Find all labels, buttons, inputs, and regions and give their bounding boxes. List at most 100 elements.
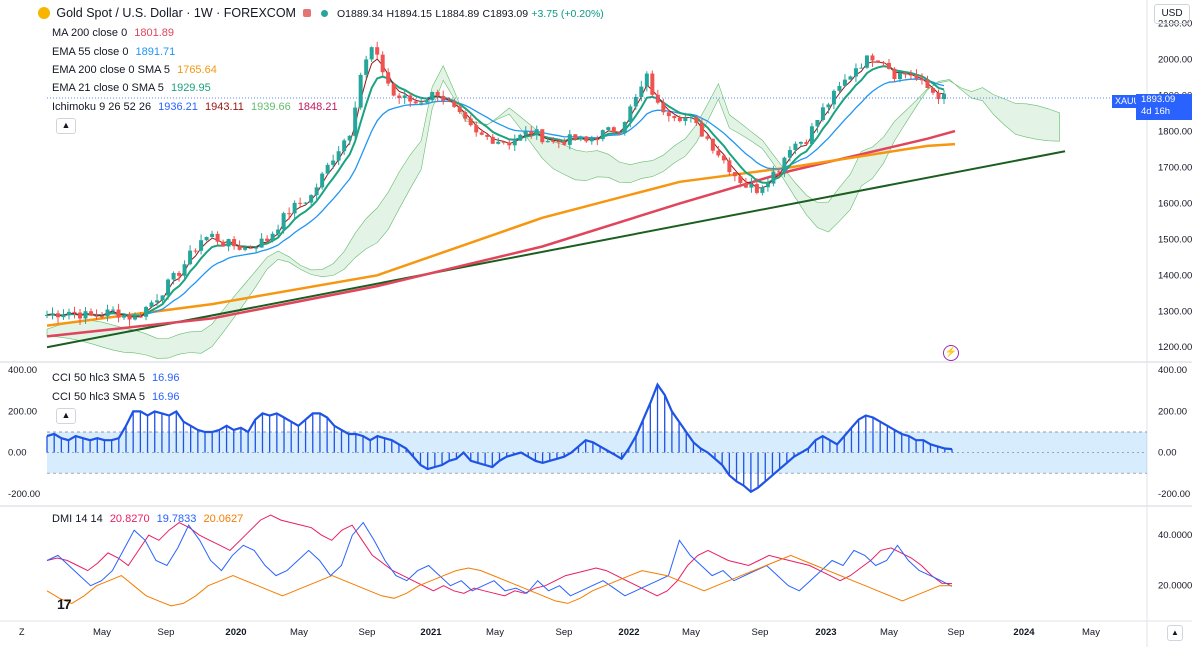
candle-body <box>78 312 83 319</box>
candle-body <box>727 160 732 173</box>
candle-body <box>171 272 176 280</box>
legend-ma200[interactable]: MA 200 close 0 1801.89 <box>52 26 178 40</box>
candle-body <box>699 122 704 137</box>
candle-body <box>798 141 803 144</box>
collapse-legend-button[interactable]: ▲ <box>56 118 76 134</box>
candle-body <box>457 106 462 113</box>
ohlc-change: +3.75 (+0.20%) <box>531 8 604 20</box>
candle-body <box>204 236 209 241</box>
lightning-icon[interactable]: ⚡ <box>943 345 959 361</box>
ohlc-close: C1893.09 <box>482 8 529 20</box>
candle-body <box>309 195 314 203</box>
candle-body <box>518 134 523 141</box>
candle-body <box>875 60 880 63</box>
timezone-button[interactable]: Z <box>19 627 25 637</box>
candle-body <box>941 93 946 100</box>
candle-body <box>391 83 396 96</box>
legend-ema21[interactable]: EMA 21 close 0 SMA 5 1929.95 <box>52 81 215 95</box>
cci-line <box>46 382 953 494</box>
legend-cci-2[interactable]: CCI 50 hlc3 SMA 5 16.96 <box>52 390 184 404</box>
candle-body <box>765 183 770 188</box>
candle-body <box>925 80 930 89</box>
last-price-value: 1893.09 <box>1141 94 1176 105</box>
currency-button[interactable]: USD <box>1154 4 1190 24</box>
cci-left-tick-label: 400.00 <box>8 365 37 376</box>
legend-ema55[interactable]: EMA 55 close 0 1891.71 <box>52 45 179 59</box>
candle-body <box>688 117 693 119</box>
ema200-line <box>46 142 956 327</box>
candle-body <box>903 72 908 75</box>
ichimoku-cloud <box>46 65 1060 359</box>
candle-body <box>633 96 638 107</box>
candle-body <box>534 129 539 134</box>
candle-body <box>358 74 363 108</box>
candle-body <box>386 72 391 84</box>
candle-body <box>298 202 303 204</box>
candle-body <box>45 314 49 316</box>
candle-body <box>540 129 545 143</box>
main-price-pane <box>45 41 1147 359</box>
candle-body <box>336 151 341 161</box>
symbol-flag-icon[interactable] <box>303 9 312 17</box>
legend-ma200-value: 1801.89 <box>134 27 175 39</box>
candle-body <box>474 125 479 133</box>
candle-body <box>721 155 726 161</box>
candle-body <box>611 127 616 133</box>
candle-body <box>842 79 847 86</box>
time-tick-label: Sep <box>359 627 376 638</box>
candle-body <box>67 311 72 315</box>
legend-ema200[interactable]: EMA 200 close 0 SMA 5 1765.64 <box>52 63 221 77</box>
candle-body <box>452 101 457 107</box>
candle-body <box>908 74 913 76</box>
ema21-line <box>46 65 945 318</box>
time-tick-label: 2021 <box>420 627 442 638</box>
market-status-icon <box>320 10 328 17</box>
candle-body <box>914 75 919 79</box>
candle-body <box>683 117 688 122</box>
candle-body <box>83 311 88 319</box>
candle-body <box>397 95 402 98</box>
candle-body <box>232 239 237 247</box>
collapse-cci-legend-button[interactable]: ▲ <box>56 408 76 424</box>
legend-ema21-value: 1929.95 <box>170 82 211 94</box>
tradingview-logo[interactable]: 17 <box>57 596 72 612</box>
symbol-title[interactable]: Gold Spot / U.S. Dollar · 1W · FOREXCOM <box>56 6 296 20</box>
candle-body <box>430 91 435 101</box>
candle-body <box>254 247 259 249</box>
candle-body <box>672 116 677 119</box>
ema55-line <box>46 78 945 317</box>
candle-body <box>127 314 132 320</box>
candle-body <box>199 240 204 251</box>
candle-body <box>584 136 589 142</box>
candle-body <box>270 233 275 241</box>
candle-body <box>408 95 413 102</box>
price-tick-label: 2000.00 <box>1158 55 1192 66</box>
candle-body <box>402 95 407 98</box>
chart-settings-button[interactable]: ▲ <box>1167 625 1183 641</box>
time-tick-label: 2023 <box>815 627 836 638</box>
candle-body <box>380 54 385 73</box>
candle-body <box>155 300 160 303</box>
legend-dmi-minus: 19.7833 <box>156 513 197 525</box>
candle-body <box>188 250 193 265</box>
dmi-line-di <box>46 521 953 597</box>
chevron-up-icon: ▲ <box>61 120 71 130</box>
candle-body <box>639 86 644 97</box>
legend-ichimoku[interactable]: Ichimoku 9 26 52 26 1936.21 1943.11 1939… <box>52 100 342 114</box>
candle-body <box>303 202 308 204</box>
price-tick-label: 1400.00 <box>1158 270 1192 281</box>
candle-body <box>331 160 336 165</box>
candle-body <box>490 136 495 144</box>
candle-body <box>771 171 776 184</box>
legend-cci-1-value: 16.96 <box>152 372 180 384</box>
legend-dmi[interactable]: DMI 14 14 20.8270 19.7833 20.0627 <box>52 512 247 526</box>
candle-body <box>56 313 61 318</box>
candle-body <box>116 309 121 318</box>
candle-body <box>562 141 567 145</box>
trendline <box>46 150 1066 349</box>
legend-cci-1[interactable]: CCI 50 hlc3 SMA 5 16.96 <box>52 371 184 385</box>
time-tick-label: May <box>93 627 111 638</box>
candle-body <box>144 307 149 317</box>
